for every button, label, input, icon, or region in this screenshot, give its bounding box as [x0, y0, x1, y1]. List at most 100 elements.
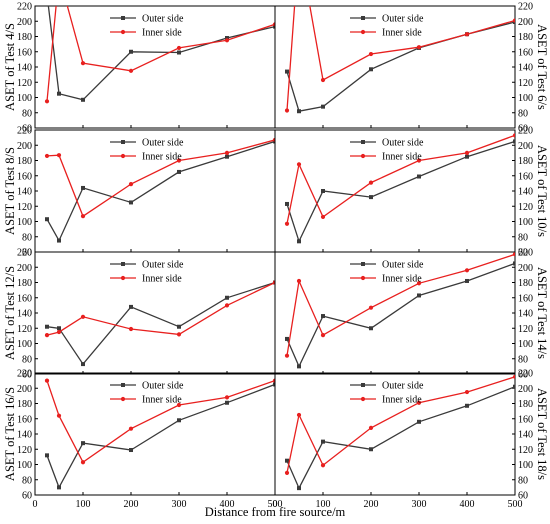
data-point-outer	[129, 49, 133, 54]
data-point-inner	[80, 61, 86, 66]
data-point-outer	[513, 139, 515, 144]
series-group	[284, 374, 515, 491]
y-tick-label: 220	[17, 369, 32, 380]
legend-label: Outer side	[142, 381, 184, 392]
data-point-outer	[81, 185, 85, 190]
y-axis-label: ASET of Test 6/s	[535, 24, 549, 110]
x-axis-label: Distance from fire source/m	[205, 505, 346, 519]
data-point-inner	[416, 281, 422, 286]
y-tick-label: 60	[22, 124, 32, 135]
data-point-outer	[225, 36, 229, 41]
y-axis-label: ASET of Test 4/S	[3, 23, 17, 111]
legend-marker	[360, 396, 366, 402]
data-point-inner	[416, 158, 422, 163]
series-line-outer	[46, 281, 275, 366]
y-tick-label: 180	[518, 156, 533, 167]
data-point-inner	[128, 68, 134, 73]
legend-label: Inner side	[382, 152, 422, 163]
y-axis-label: ASET of Test 12/S	[3, 266, 17, 360]
x-tick-label: 400	[460, 499, 475, 510]
panels: 60 80 100 120 140 160 180 200 220 ASET of Test 4/…	[3, 2, 550, 511]
y-tick-label: 140	[17, 430, 32, 441]
data-point-inner	[512, 18, 515, 23]
data-point-outer	[225, 400, 229, 405]
legend-label: Outer side	[142, 14, 184, 25]
data-point-outer	[57, 326, 61, 331]
legend-label: Inner side	[142, 274, 182, 285]
data-point-outer	[225, 295, 229, 300]
legend-label: Inner side	[142, 395, 182, 406]
data-point-outer	[57, 91, 61, 96]
legend-marker	[360, 153, 366, 159]
y-tick-label: 80	[518, 108, 528, 119]
legend-entry-inner: Inner side	[110, 152, 182, 163]
legend-marker	[361, 383, 365, 387]
y-tick-label: 140	[518, 187, 533, 198]
series-group	[44, 280, 275, 367]
data-point-inner	[284, 108, 290, 113]
data-point-outer	[297, 239, 301, 244]
legend-marker	[361, 140, 365, 144]
series-group	[284, 6, 515, 114]
y-tick-label: 180	[17, 32, 32, 43]
data-point-inner	[368, 305, 374, 310]
y-tick-label: 80	[518, 232, 528, 243]
data-point-outer	[285, 336, 289, 341]
y-tick-label: 80	[22, 475, 32, 486]
data-point-outer	[129, 448, 133, 453]
legend-entry-outer: Outer side	[110, 14, 184, 25]
y-tick-label: 180	[17, 278, 32, 289]
data-point-inner	[464, 389, 470, 395]
legend-entry-inner: Inner side	[350, 395, 422, 406]
data-point-inner	[56, 329, 62, 335]
y-tick-label: 120	[17, 445, 32, 456]
data-point-inner	[416, 400, 422, 405]
data-point-inner	[368, 425, 374, 430]
data-point-inner	[56, 413, 62, 418]
y-tick-label: 60	[518, 248, 528, 259]
y-tick-label: 220	[17, 248, 32, 259]
data-point-inner	[176, 402, 182, 408]
data-point-outer	[321, 439, 325, 444]
data-point-outer	[45, 217, 49, 222]
data-point-outer	[57, 238, 61, 243]
y-tick-label: 160	[518, 171, 533, 182]
data-point-inner	[416, 45, 422, 50]
y-tick-label: 160	[518, 293, 533, 304]
legend-entry-inner: Inner side	[110, 28, 182, 39]
y-tick-label: 100	[518, 93, 533, 104]
y-tick-label: 120	[518, 78, 533, 89]
legend-marker	[361, 16, 365, 20]
data-point-inner	[224, 395, 230, 400]
y-tick-label: 200	[17, 141, 32, 152]
y-tick-label: 100	[518, 217, 533, 228]
x-tick-label: 500	[508, 499, 523, 510]
y-tick-label: 120	[17, 78, 32, 89]
legend-marker	[121, 16, 125, 20]
y-tick-label: 220	[518, 2, 533, 13]
data-point-inner	[44, 153, 50, 159]
data-point-outer	[177, 324, 181, 329]
data-point-inner	[272, 22, 275, 27]
y-tick-label: 80	[22, 232, 32, 243]
legend-label: Outer side	[382, 381, 424, 392]
y-tick-label: 200	[17, 263, 32, 274]
data-point-outer	[417, 419, 421, 424]
legend-marker	[120, 153, 126, 159]
x-tick-label: 300	[172, 499, 187, 510]
legend-marker	[360, 275, 366, 281]
series-group	[44, 6, 275, 104]
data-point-outer	[513, 384, 515, 389]
y-tick-label: 60	[22, 491, 32, 502]
data-point-inner	[44, 333, 50, 338]
legend-entry-outer: Outer side	[350, 260, 424, 271]
chart-panel-8: 60 80 100 120 140 160 180 200 220 0 100 200 300 400 50…	[273, 369, 550, 511]
legend-label: Inner side	[382, 28, 422, 39]
legend-entry-inner: Inner side	[350, 28, 422, 39]
y-tick-label: 200	[17, 384, 32, 395]
data-point-inner	[272, 280, 275, 285]
data-point-inner	[464, 32, 470, 37]
